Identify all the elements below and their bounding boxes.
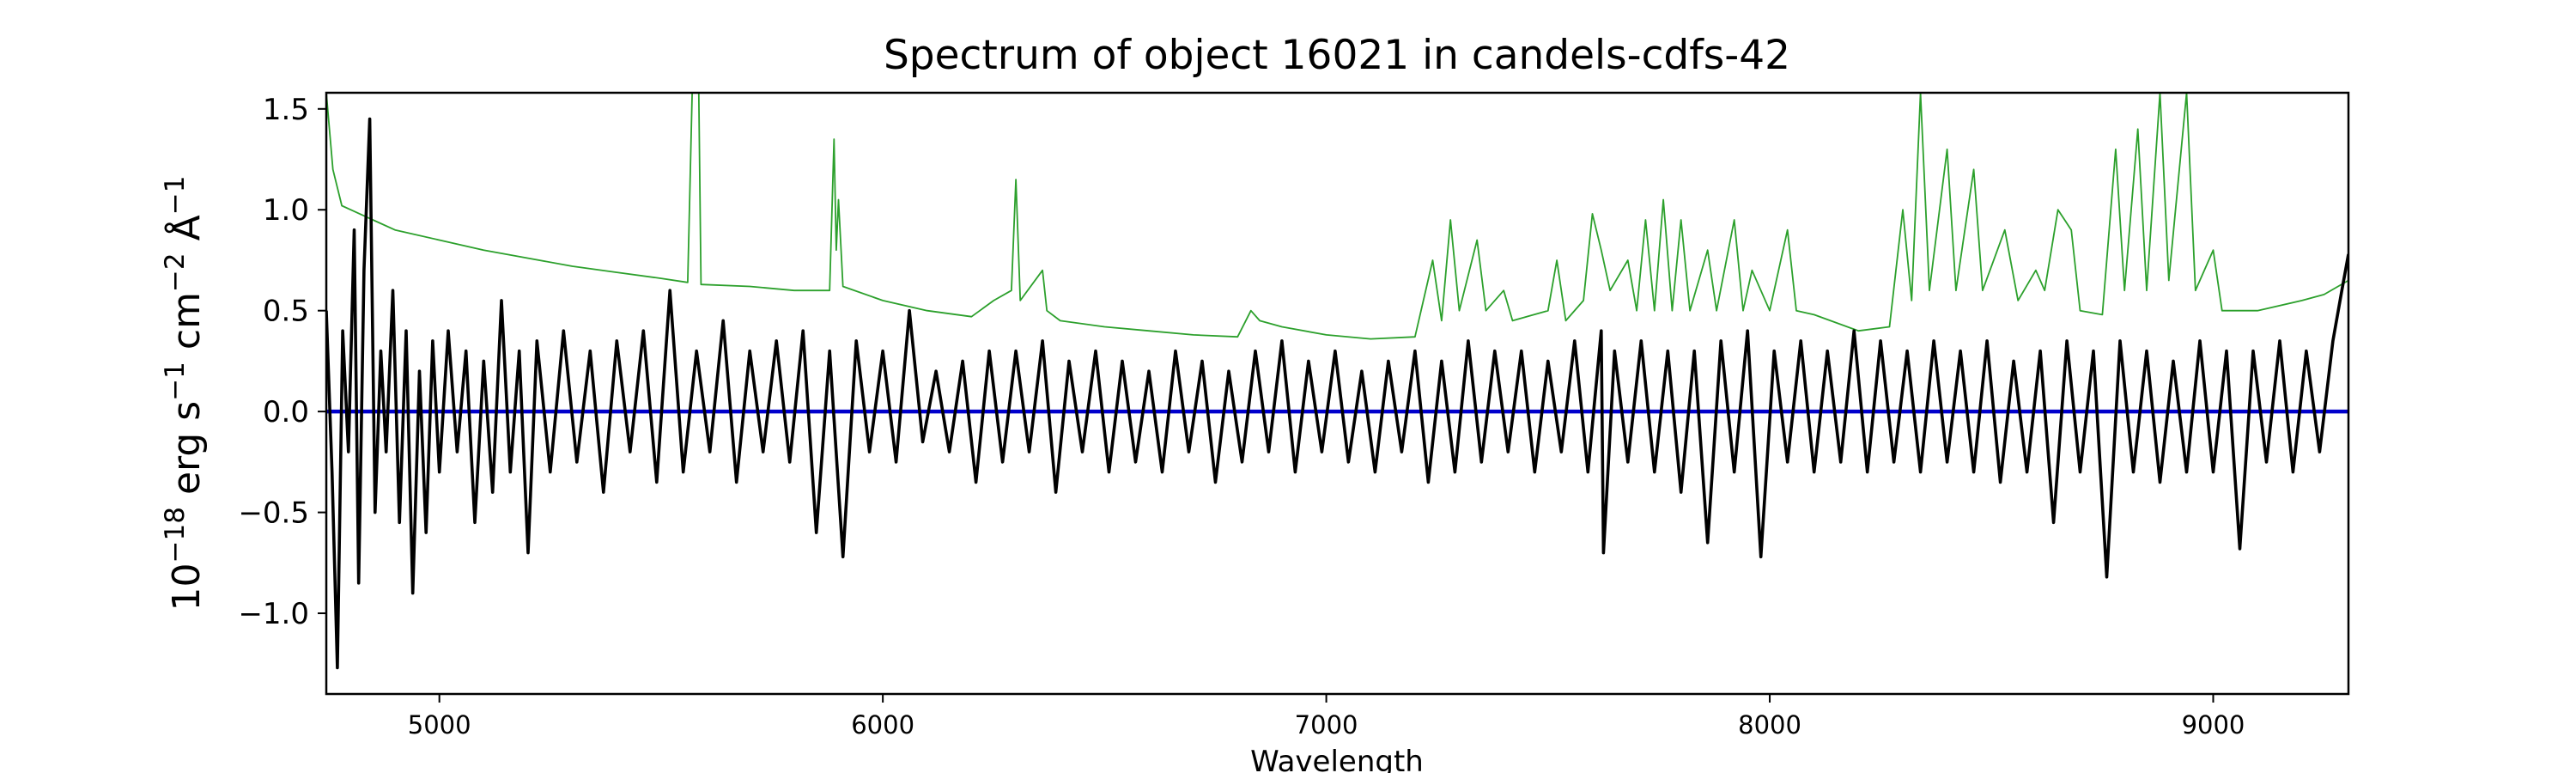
y-tick-label: −1.0 — [238, 597, 309, 631]
error-series-line — [326, 93, 2348, 340]
chart-title: Spectrum of object 16021 in candels-cdfs… — [884, 32, 1790, 79]
x-tick-label: 8000 — [1738, 710, 1801, 740]
flux-series-line — [326, 117, 2348, 670]
plot-frame — [325, 91, 2350, 696]
x-tick-label: 7000 — [1295, 710, 1358, 740]
series-layer — [326, 93, 2348, 670]
y-tick-label: 1.5 — [263, 93, 309, 127]
x-tick-label: 5000 — [408, 710, 471, 740]
y-tick-label: 1.0 — [263, 193, 309, 228]
x-tick-label: 6000 — [851, 710, 914, 740]
x-axis: 5000 6000 7000 8000 9000 — [408, 694, 2245, 740]
y-tick-label: −0.5 — [238, 496, 309, 531]
x-axis-label: Wavelength — [1250, 745, 1424, 773]
y-tick-label: 0.0 — [263, 395, 309, 429]
y-axis-label: 10−18 erg s−1 cm−2 Å−1 — [160, 176, 209, 612]
x-tick-label: 9000 — [2182, 710, 2245, 740]
y-axis: −1.0 −0.5 0.0 0.5 1.0 1.5 — [238, 93, 326, 631]
y-tick-label: 0.5 — [263, 295, 309, 329]
